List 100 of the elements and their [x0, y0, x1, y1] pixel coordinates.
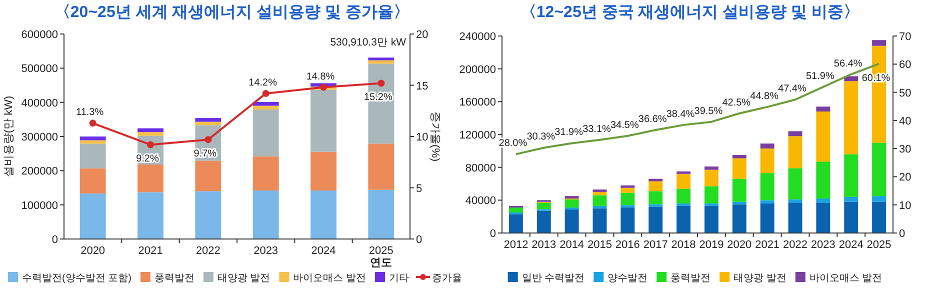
legend-label: 양수발전 [608, 273, 648, 284]
bar [704, 203, 718, 206]
y-tick-label: 200000 [459, 64, 496, 76]
y2-tick-label: 0 [416, 234, 422, 246]
bar [788, 136, 802, 168]
bar [676, 174, 691, 189]
y-tick-label: 100000 [21, 200, 58, 212]
y-tick-label: 240000 [459, 31, 496, 43]
data-label: 51.9% [806, 70, 834, 82]
bar [872, 40, 886, 46]
bar [80, 136, 106, 140]
legend-label: 기타 [389, 273, 410, 284]
data-label: 14.2% [248, 77, 278, 88]
x-tick-label: 2023 [810, 239, 836, 251]
bar [138, 132, 164, 136]
bar [508, 208, 523, 212]
bar [704, 206, 718, 233]
bar [872, 196, 886, 202]
bar [732, 155, 746, 158]
bar [844, 202, 858, 233]
bar [592, 195, 607, 206]
y2-tick-label: 70 [899, 31, 912, 43]
data-label: 44.8% [750, 90, 779, 102]
bar [138, 128, 164, 132]
bar [760, 144, 774, 148]
y2-tick-label: 50 [899, 87, 912, 100]
bar [536, 210, 551, 233]
bar [620, 192, 635, 206]
y2-tick-label: 40 [899, 115, 912, 128]
bar [844, 196, 858, 202]
bar [138, 164, 164, 192]
data-label: 56.4% [834, 58, 862, 70]
bar [368, 190, 394, 239]
x-tick-label: 2013 [532, 239, 556, 251]
x-axis-title: 연도 [370, 257, 392, 269]
bar [648, 206, 663, 233]
data-label: 31.9% [554, 127, 584, 138]
data-label: 33.1% [582, 124, 612, 135]
bar [732, 178, 746, 202]
data-label: 39.5% [694, 106, 723, 117]
point [89, 120, 96, 127]
bar [620, 205, 635, 208]
bar [252, 156, 279, 190]
y-tick-label: 40000 [465, 195, 496, 208]
bar [368, 144, 394, 190]
bar [195, 191, 222, 239]
bar [788, 131, 802, 136]
x-tick-label: 2018 [671, 239, 696, 251]
y2-tick-label: 10 [416, 132, 428, 144]
data-label: 14.8% [306, 71, 335, 82]
y-tick-label: 400000 [21, 97, 58, 110]
bar [310, 190, 336, 239]
x-tick-label: 2019 [699, 239, 724, 251]
bar [676, 206, 691, 233]
data-label: 30.3% [526, 132, 556, 143]
bar [788, 202, 802, 233]
y2-tick-label: 5 [416, 182, 422, 195]
bar [195, 118, 222, 122]
data-label: 11.3% [76, 107, 104, 118]
y2-tick-label: 10 [899, 200, 912, 212]
bar [844, 154, 858, 197]
y-tick-label: 200000 [21, 166, 58, 178]
bar [788, 168, 802, 200]
bar [80, 144, 106, 168]
bar [760, 200, 774, 204]
point [147, 141, 154, 148]
y-tick-label: 80000 [465, 162, 496, 174]
x-tick-label: 2025 [866, 239, 892, 251]
bar [80, 168, 106, 194]
legend-label: 풍력발전 [670, 273, 711, 284]
x-tick-label: 2021 [138, 245, 163, 257]
x-tick-label: 2025 [368, 245, 394, 257]
x-tick-label: 2012 [504, 239, 528, 251]
data-label: 38.4% [666, 108, 695, 120]
data-label: 47.4% [778, 84, 807, 95]
bar [676, 203, 691, 206]
y2-tick-label: 15 [416, 80, 428, 92]
y2-tick-label: 20 [416, 29, 428, 41]
title: 〈20~25년 세계 재생에너지 설비용량 및 증가율〉 [54, 4, 410, 21]
bar [648, 181, 663, 192]
bar [648, 191, 663, 204]
x-tick-label: 2020 [727, 239, 752, 251]
x-tick-label: 2020 [80, 245, 106, 257]
y2-axis-title: 증가율(%) [429, 111, 441, 162]
bar [760, 203, 774, 233]
bar [592, 189, 607, 192]
y-tick-label: 0 [490, 228, 496, 240]
legend-label: 증가율 [432, 273, 462, 284]
annotation: 530,910.3만 kW [330, 36, 406, 49]
legend-label: 바이오매스 발전 [809, 273, 882, 284]
point [262, 90, 270, 97]
bar [816, 162, 830, 199]
bar [760, 148, 774, 174]
bar [732, 158, 746, 179]
point [378, 80, 385, 87]
bar [732, 202, 746, 204]
bar [676, 171, 691, 174]
x-tick-label: 2016 [615, 239, 640, 251]
legend-label: 일반 수력발전 [522, 273, 585, 284]
bar [844, 76, 858, 82]
